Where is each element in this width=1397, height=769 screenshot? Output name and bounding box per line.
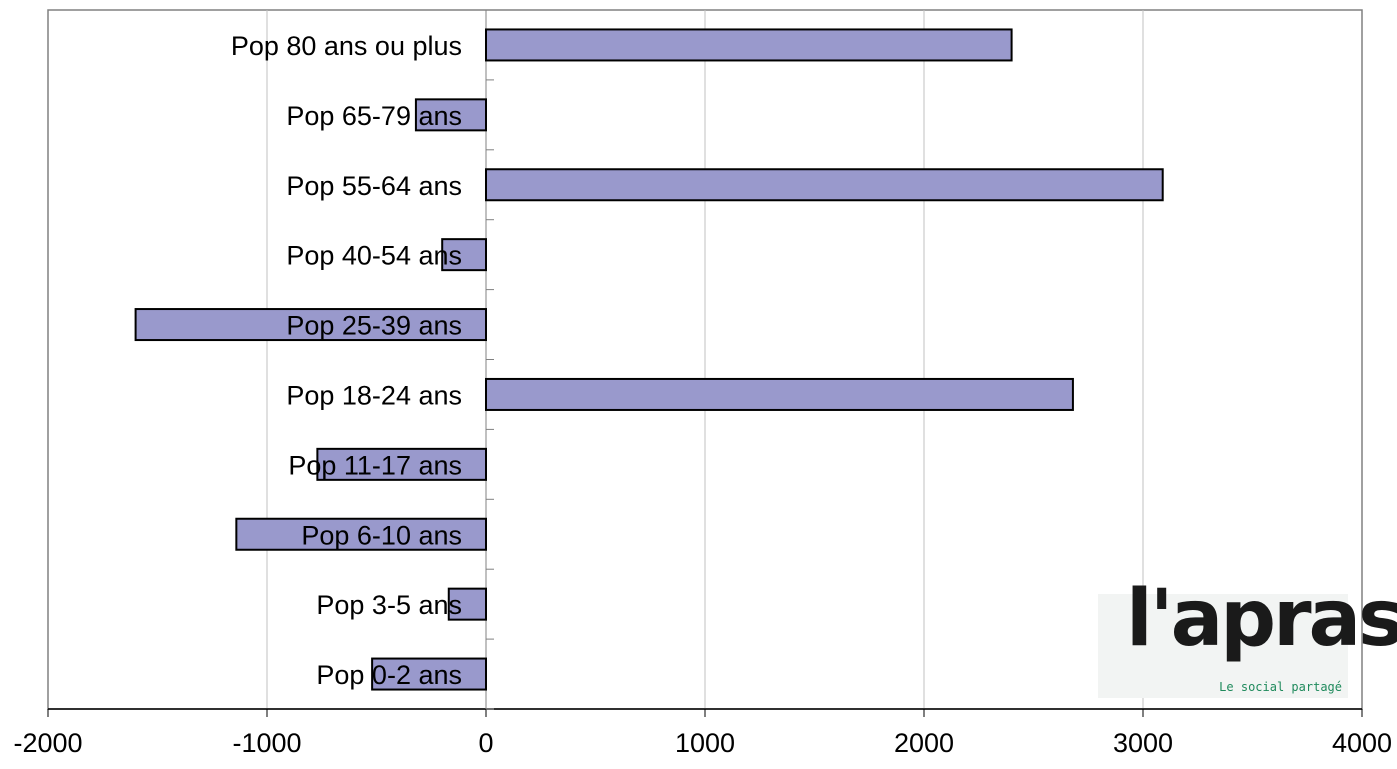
bar [485,28,1013,62]
category-label: Pop 18-24 ans [286,380,462,410]
category-label: Pop 11-17 ans [288,450,462,480]
x-tick-label: -2000 [13,728,82,758]
bars [134,28,1164,691]
bar [134,308,487,342]
x-tick-label: -1000 [232,728,301,758]
category-label: Pop 25-39 ans [286,311,462,341]
bar [485,168,1164,202]
x-tick-label: 2000 [894,728,954,758]
bar [447,587,487,621]
category-label: Pop 80 ans ou plus [231,31,462,61]
bar [414,98,488,132]
bar [371,657,487,691]
category-label: Pop 6-10 ans [301,520,462,550]
category-label: Pop 55-64 ans [286,171,462,201]
x-tick-label: 1000 [675,728,735,758]
x-tick-label: 0 [478,728,493,758]
bar [235,517,487,551]
category-label: Pop 3-5 ans [316,590,462,620]
apras-logo: l'apras Le social partagé [1098,580,1397,698]
category-label: Pop 65-79 ans [286,101,462,131]
category-label: Pop 0-2 ans [316,660,462,690]
logo-tagline: Le social partagé [1219,680,1342,694]
category-label: Pop 40-54 ans [286,241,462,271]
x-tick-label: 3000 [1113,728,1173,758]
bar [441,238,488,272]
category-labels: Pop 80 ans ou plus Pop 65-79 ans Pop 55-64… [231,31,462,690]
bar [485,377,1074,411]
bar [316,447,487,481]
logo-wordmark: l'apras [1126,574,1397,664]
x-axis: -2000 -1000 0 1000 2000 3000 4000 [13,9,1392,758]
x-tick-label: 4000 [1332,728,1392,758]
